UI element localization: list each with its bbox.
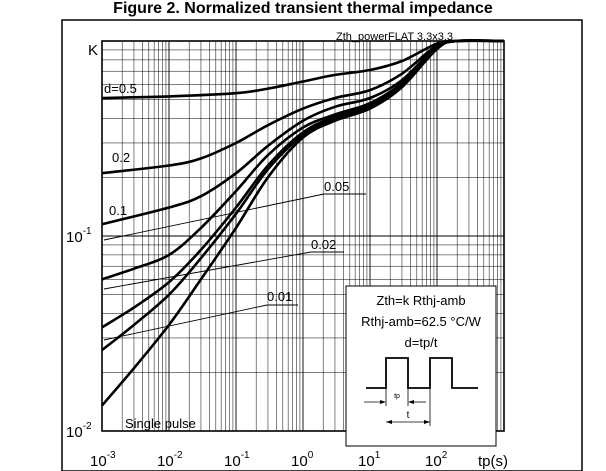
figure-frame [61, 19, 583, 471]
x-tick-label: 101 [358, 450, 381, 470]
curve-label-002: 0.02 [311, 237, 336, 252]
curve-6 [101, 39, 505, 407]
pulse-tp-label: tp [394, 393, 400, 400]
curve-label-02: 0.2 [112, 150, 130, 165]
pulse-t-label: t [407, 410, 410, 421]
x-tick-label: 10-1 [224, 450, 250, 470]
curve-label-005: 0.05 [324, 179, 349, 194]
x-tick-label: 10-2 [157, 450, 183, 470]
pulse-diagram: tp t [364, 357, 478, 426]
leader-line [103, 251, 312, 290]
curve-label-single-pulse: Single pulse [125, 416, 196, 431]
curve-label-001: 0.01 [267, 289, 292, 304]
x-tick-label: 100 [291, 450, 314, 470]
curve-label-d05: d=0.5 [104, 81, 137, 96]
chart-title: Figure 2. Normalized transient thermal i… [113, 0, 493, 17]
curves [101, 39, 505, 407]
x-tick-label: 10-3 [90, 450, 116, 470]
leader-line [103, 193, 325, 241]
x-axis-label: tp(s) [478, 453, 508, 470]
y-tick-label: 10-2 [66, 421, 92, 441]
annotation-line-3: d=tp/t [405, 335, 438, 350]
x-tick-label: 102 [425, 450, 448, 470]
leader-line [103, 304, 268, 341]
label-leaders [103, 193, 366, 341]
y-axis-label: K [88, 42, 98, 59]
corner-label: Zth_powerFLAT 3.3x3.3 [336, 31, 453, 43]
y-tick-label: 10-1 [66, 226, 92, 246]
annotation-line-1: Zth=k Rthj-amb [376, 293, 465, 308]
annotation-line-2: Rthj-amb=62.5 °C/W [361, 314, 481, 329]
annotation-box [345, 285, 497, 447]
curve-label-01: 0.1 [109, 203, 127, 218]
x-axis: 10-3 10-2 10-1 100 101 102 [90, 450, 448, 470]
y-axis: 10-2 10-1 [66, 226, 92, 441]
plot-area [101, 40, 505, 432]
